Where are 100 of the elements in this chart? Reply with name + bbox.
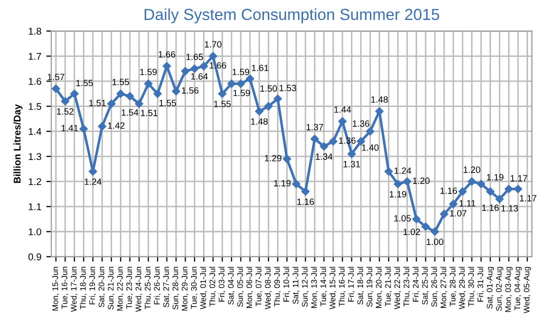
- point: [402, 177, 412, 186]
- point: [144, 80, 152, 88]
- data-label: 1.24: [84, 178, 102, 185]
- point: [200, 62, 208, 70]
- data-label: 1.00: [426, 238, 444, 246]
- data-label: 1.66: [158, 51, 176, 58]
- y-tick-label: 1.6: [28, 78, 42, 85]
- x-tick-label: Sat, 20-Jun: [98, 266, 106, 308]
- x-tick-label: Sat, 04-Jul: [228, 266, 235, 305]
- y-tick-label: 1.1: [28, 203, 42, 210]
- x-tick-label: Fri, 10-Jul: [283, 266, 290, 302]
- point: [504, 184, 513, 194]
- chart-title: Daily System Consumption Summer 2015: [144, 8, 440, 24]
- point: [227, 80, 236, 88]
- data-label: 1.59: [233, 90, 250, 96]
- point: [80, 124, 88, 133]
- point: [70, 90, 79, 98]
- x-tick-label: Mon, 13-Jul: [310, 266, 318, 308]
- data-label: 1.55: [76, 80, 93, 86]
- point: [134, 100, 144, 108]
- data-label: 1.52: [57, 108, 74, 115]
- data-label: 1.56: [182, 87, 198, 94]
- x-tick-label: Thu, 02-Jul: [209, 266, 216, 307]
- data-label: 1.16: [440, 188, 457, 194]
- data-label: 1.02: [404, 228, 420, 236]
- point: [310, 134, 319, 143]
- y-tick-label: 0.9: [28, 253, 42, 260]
- x-tick-label: Fri, 24-Jul: [412, 266, 420, 302]
- point: [181, 67, 190, 76]
- x-tick-label: Tue, 30-Jun: [191, 266, 198, 309]
- x-tick-label: Sun, 28-Jun: [172, 266, 180, 310]
- data-label: 1.20: [464, 166, 480, 173]
- y-tick-label: 1.8: [28, 28, 42, 35]
- point: [348, 150, 356, 158]
- data-label: 1.55: [214, 100, 231, 108]
- point: [274, 94, 282, 103]
- point: [107, 100, 116, 108]
- point: [52, 84, 60, 93]
- data-label: 1.57: [48, 74, 64, 80]
- x-tick-label: Wed, 05-Aug: [524, 266, 532, 314]
- y-axis-title: Billion Litres/Day: [13, 104, 23, 183]
- point: [440, 210, 448, 218]
- point: [356, 137, 366, 146]
- point: [190, 64, 199, 73]
- point: [458, 187, 467, 196]
- point: [264, 102, 273, 110]
- data-label: 1.61: [252, 64, 268, 72]
- data-label: 1.19: [390, 191, 406, 198]
- point: [338, 117, 347, 126]
- x-tick-label: Wed, 29-Jul: [458, 266, 466, 310]
- x-tick-label: Thu, 30-Jul: [468, 266, 475, 307]
- point: [255, 107, 264, 116]
- y-tick-label: 1.0: [28, 228, 42, 236]
- data-label: 1.41: [62, 124, 78, 132]
- point: [430, 227, 439, 236]
- x-tick-label: Tue, 21-Jul: [384, 266, 392, 306]
- data-label: 1.48: [371, 96, 388, 103]
- y-tick-label: 1.2: [28, 178, 42, 186]
- data-label: 1.13: [501, 205, 518, 212]
- data-label: 1.29: [264, 154, 282, 162]
- point: [61, 97, 70, 106]
- y-tick-label: 1.5: [28, 103, 42, 110]
- point: [449, 200, 458, 208]
- point: [421, 222, 430, 231]
- x-tick-label: Sun, 12-Jul: [302, 266, 309, 307]
- data-label: 1.55: [159, 100, 176, 106]
- point: [218, 90, 226, 98]
- x-tick-label: Tue, 04-Aug: [514, 266, 522, 310]
- data-label: 1.17: [510, 175, 528, 182]
- data-label: 1.40: [362, 144, 379, 151]
- data-label: 1.64: [191, 73, 208, 80]
- point: [486, 187, 494, 196]
- data-label: 1.70: [204, 41, 222, 48]
- x-tick-label: Wed, 01-Jul: [200, 266, 207, 310]
- x-tick-label: Mon, 22-Jun: [117, 266, 124, 311]
- point: [514, 184, 522, 194]
- x-tick-label: Sat, 27-Jun: [163, 266, 170, 308]
- data-label: 1.55: [112, 78, 130, 86]
- x-tick-label: Wed, 17-Jun: [70, 266, 78, 312]
- x-tick-label: Mon, 06-Jul: [246, 266, 254, 308]
- data-label: 1.36: [352, 120, 370, 127]
- point: [172, 87, 180, 96]
- x-tick-label: Tue, 23-Jun: [126, 266, 133, 309]
- point: [366, 127, 374, 136]
- data-label: 1.65: [186, 54, 203, 60]
- x-tick-label: Mon, 27-Jul: [440, 266, 448, 308]
- x-tick-label: Tue, 16-Jun: [62, 266, 68, 309]
- x-tick-label: Tue, 07-Jul: [255, 266, 262, 306]
- data-label: 1.53: [280, 84, 296, 92]
- data-label: 1.44: [334, 106, 351, 113]
- data-label: 1.51: [89, 100, 106, 106]
- data-label: 1.16: [482, 204, 499, 211]
- x-tick-label: Fri, 26-Jun: [154, 266, 161, 304]
- x-tick-label: Thu, 25-Jun: [144, 266, 152, 310]
- data-label: 1.42: [108, 122, 124, 129]
- data-label: 1.59: [140, 68, 157, 76]
- data-label: 1.05: [394, 215, 411, 222]
- point: [476, 180, 486, 188]
- data-label: 1.11: [460, 200, 476, 206]
- data-label: 1.48: [251, 118, 268, 125]
